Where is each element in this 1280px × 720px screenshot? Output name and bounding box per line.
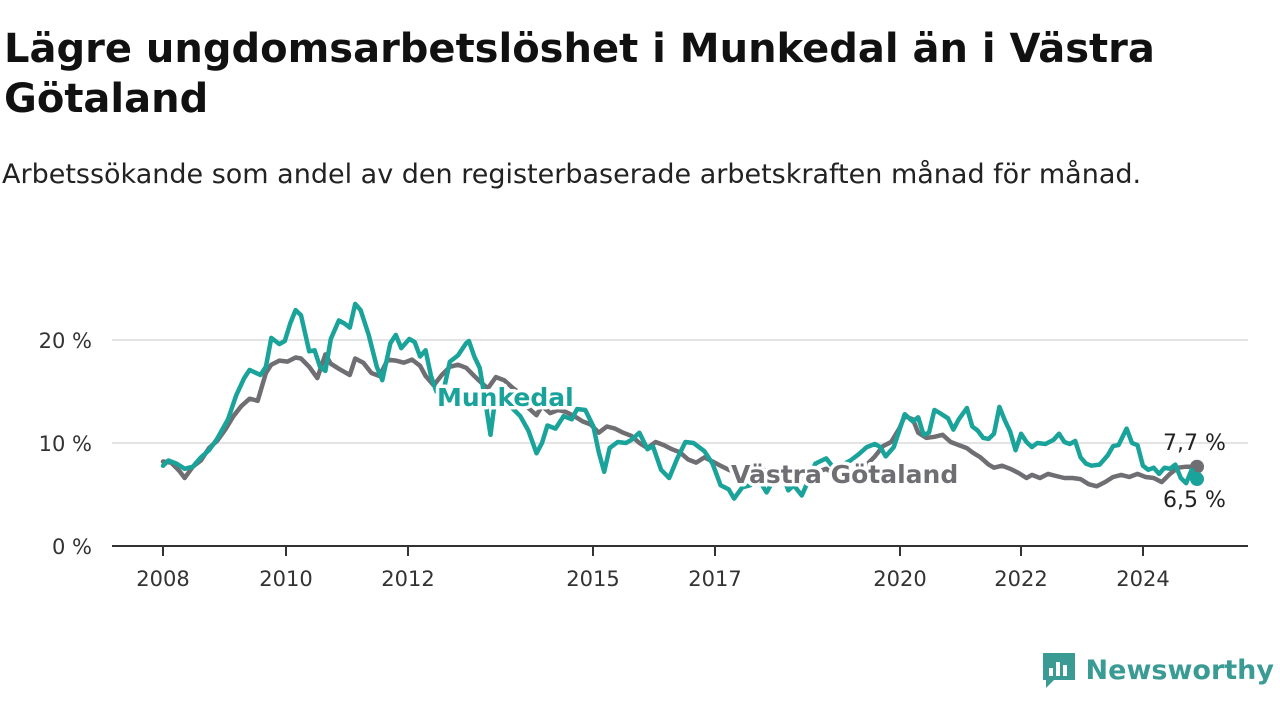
x-tick-label: 2010: [259, 567, 312, 591]
x-tick-label: 2015: [566, 567, 619, 591]
newsworthy-logo-text: Newsworthy: [1085, 654, 1274, 686]
x-tick-label: 2008: [136, 567, 189, 591]
y-tick-label: 20 %: [39, 329, 92, 353]
chart-subtitle: Arbetssökande som andel av den registerb…: [2, 159, 1142, 190]
series-label-munkedal: Munkedal: [437, 383, 574, 412]
y-tick-label: 10 %: [39, 432, 92, 456]
x-tick-label: 2020: [873, 567, 926, 591]
x-tick-label: 2022: [994, 567, 1047, 591]
series-label-vastra-gotaland: Västra Götaland: [731, 460, 958, 489]
end-label-vastra-gotaland: 7,7 %: [1163, 431, 1226, 456]
gridlines: [112, 339, 1248, 444]
series-line-vastra-gotaland: [160, 352, 1200, 489]
x-tick-label: 2024: [1116, 567, 1169, 591]
newsworthy-logo-icon: [1042, 653, 1075, 688]
series-labels: Munkedal Västra Götaland 7,7 % 6,5 %: [434, 380, 1226, 514]
x-axis-ticks: 2008 2010 2012 2015 2017 2020 2022 2024: [136, 546, 1170, 591]
y-axis-ticks: 0 % 10 % 20 %: [39, 329, 92, 559]
x-tick-label: 2017: [688, 567, 741, 591]
series-end-point: [1190, 472, 1204, 487]
chart-title: Lägre ungdomsarbetslöshet i Munkedal än …: [4, 26, 1155, 122]
series-lines: [160, 301, 1204, 501]
end-label-munkedal: 6,5 %: [1163, 488, 1226, 513]
series-line-munkedal: [160, 301, 1200, 501]
y-tick-label: 0 %: [52, 535, 92, 559]
newsworthy-logo: Newsworthy: [1040, 650, 1274, 690]
x-tick-label: 2012: [381, 567, 434, 591]
